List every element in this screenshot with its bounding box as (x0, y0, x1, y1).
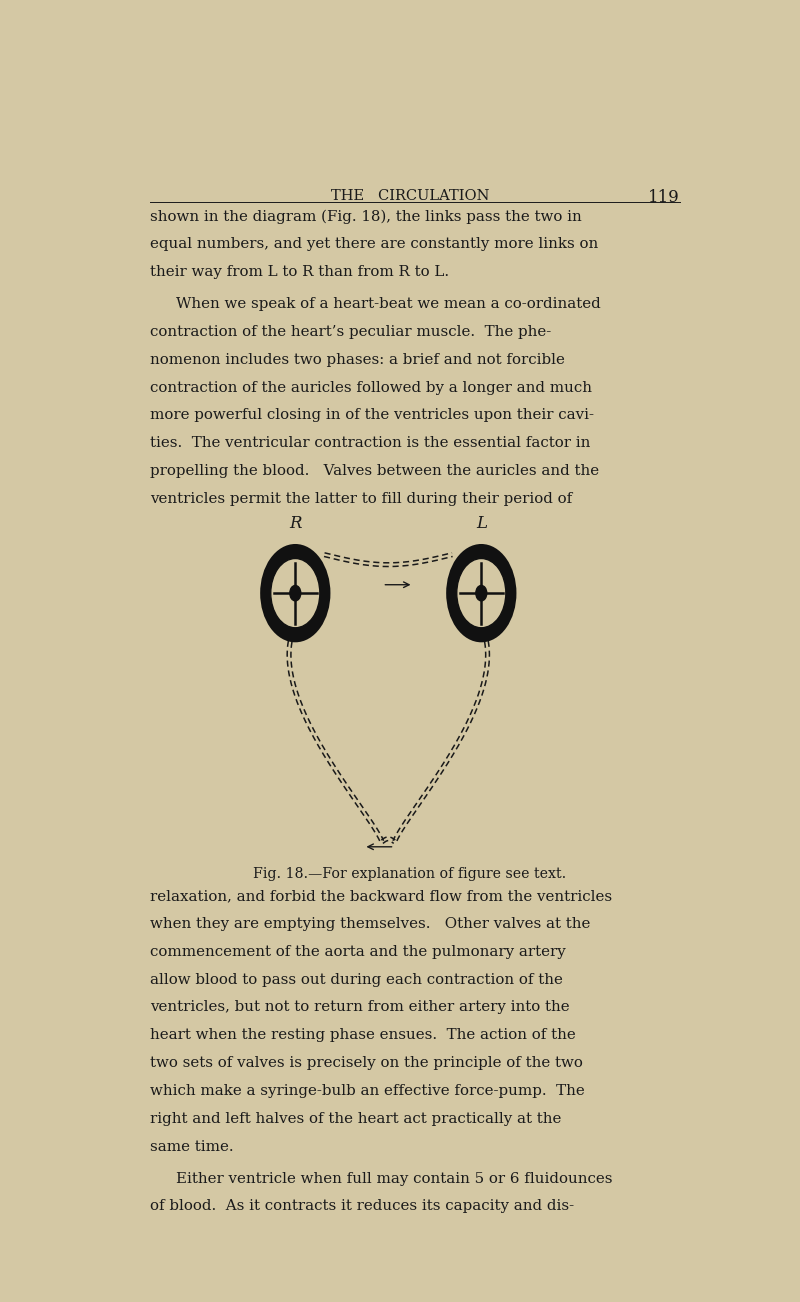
Text: same time.: same time. (150, 1139, 234, 1154)
Text: nomenon includes two phases: a brief and not forcible: nomenon includes two phases: a brief and… (150, 353, 565, 367)
Text: commencement of the aorta and the pulmonary artery: commencement of the aorta and the pulmon… (150, 945, 566, 958)
Text: propelling the blood.   Valves between the auricles and the: propelling the blood. Valves between the… (150, 465, 598, 478)
Text: of blood.  As it contracts it reduces its capacity and dis-: of blood. As it contracts it reduces its… (150, 1199, 574, 1213)
Text: which make a syringe-bulb an effective force-pump.  The: which make a syringe-bulb an effective f… (150, 1085, 584, 1098)
Text: Fig. 18.—For explanation of figure see text.: Fig. 18.—For explanation of figure see t… (254, 867, 566, 881)
Ellipse shape (476, 586, 486, 600)
Text: equal numbers, and yet there are constantly more links on: equal numbers, and yet there are constan… (150, 237, 598, 251)
Text: When we speak of a heart-beat we mean a co-ordinated: When we speak of a heart-beat we mean a … (176, 297, 600, 311)
Text: heart when the resting phase ensues.  The action of the: heart when the resting phase ensues. The… (150, 1029, 575, 1042)
Text: L: L (476, 516, 486, 533)
Text: when they are emptying themselves.   Other valves at the: when they are emptying themselves. Other… (150, 917, 590, 931)
Text: 119: 119 (648, 189, 680, 206)
Text: more powerful closing in of the ventricles upon their cavi-: more powerful closing in of the ventricl… (150, 409, 594, 422)
Text: ventricles permit the latter to fill during their period of: ventricles permit the latter to fill dur… (150, 492, 572, 506)
Text: their way from L to R than from R to L.: their way from L to R than from R to L. (150, 266, 449, 279)
Text: shown in the diagram (Fig. 18), the links pass the two in: shown in the diagram (Fig. 18), the link… (150, 210, 582, 224)
Ellipse shape (270, 559, 320, 628)
Ellipse shape (261, 546, 330, 642)
Ellipse shape (457, 559, 506, 628)
Text: ventricles, but not to return from either artery into the: ventricles, but not to return from eithe… (150, 1000, 570, 1014)
Text: contraction of the heart’s peculiar muscle.  The phe-: contraction of the heart’s peculiar musc… (150, 326, 551, 339)
Text: THE   CIRCULATION: THE CIRCULATION (330, 189, 490, 203)
Ellipse shape (447, 546, 515, 642)
Text: ties.  The ventricular contraction is the essential factor in: ties. The ventricular contraction is the… (150, 436, 590, 450)
Text: Either ventricle when full may contain 5 or 6 fluidounces: Either ventricle when full may contain 5… (176, 1172, 612, 1186)
Text: contraction of the auricles followed by a longer and much: contraction of the auricles followed by … (150, 380, 592, 395)
Text: R: R (289, 516, 302, 533)
Text: two sets of valves is precisely on the principle of the two: two sets of valves is precisely on the p… (150, 1056, 582, 1070)
Ellipse shape (290, 586, 301, 600)
Text: allow blood to pass out during each contraction of the: allow blood to pass out during each cont… (150, 973, 562, 987)
Text: relaxation, and forbid the backward flow from the ventricles: relaxation, and forbid the backward flow… (150, 889, 612, 902)
Text: right and left halves of the heart act practically at the: right and left halves of the heart act p… (150, 1112, 561, 1126)
